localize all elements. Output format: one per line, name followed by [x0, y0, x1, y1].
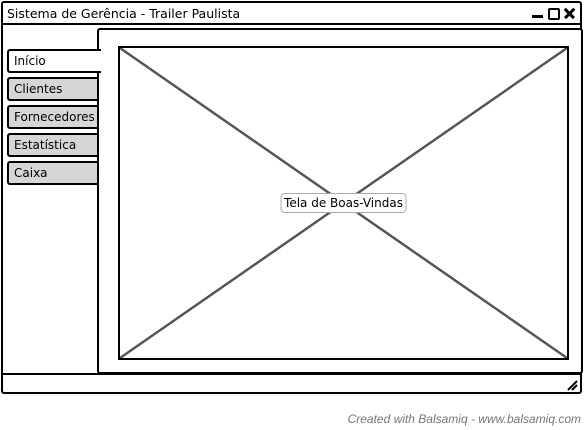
vertical-tab-bar: Início Clientes Fornecedores Estatística…: [7, 49, 101, 189]
tab-fornecedores[interactable]: Fornecedores: [7, 105, 99, 129]
tab-label: Clientes: [14, 82, 63, 96]
resize-grip-icon[interactable]: [566, 379, 578, 391]
tab-label: Início: [14, 54, 46, 68]
tab-caixa[interactable]: Caixa: [7, 161, 99, 185]
balsamiq-credit: Created with Balsamiq - www.balsamiq.com: [347, 412, 581, 426]
maximize-icon[interactable]: [546, 5, 560, 21]
title-bar: Sistema de Gerência - Trailer Paulista: [3, 3, 580, 25]
tab-clientes[interactable]: Clientes: [7, 77, 99, 101]
window-title: Sistema de Gerência - Trailer Paulista: [7, 6, 241, 21]
window-controls: [530, 5, 576, 21]
tab-estatistica[interactable]: Estatística: [7, 133, 99, 157]
close-icon[interactable]: [562, 5, 576, 21]
tab-label: Estatística: [14, 138, 77, 152]
tab-content-panel: Tela de Boas-Vindas: [97, 28, 583, 374]
app-window: Sistema de Gerência - Trailer Paulista I…: [1, 1, 583, 394]
status-bar: [3, 373, 580, 392]
image-placeholder: Tela de Boas-Vindas: [118, 46, 569, 360]
placeholder-label: Tela de Boas-Vindas: [280, 193, 407, 213]
tab-inicio[interactable]: Início: [7, 49, 101, 73]
minimize-icon[interactable]: [530, 5, 544, 21]
tab-label: Fornecedores: [14, 110, 95, 124]
tab-label: Caixa: [14, 166, 48, 180]
